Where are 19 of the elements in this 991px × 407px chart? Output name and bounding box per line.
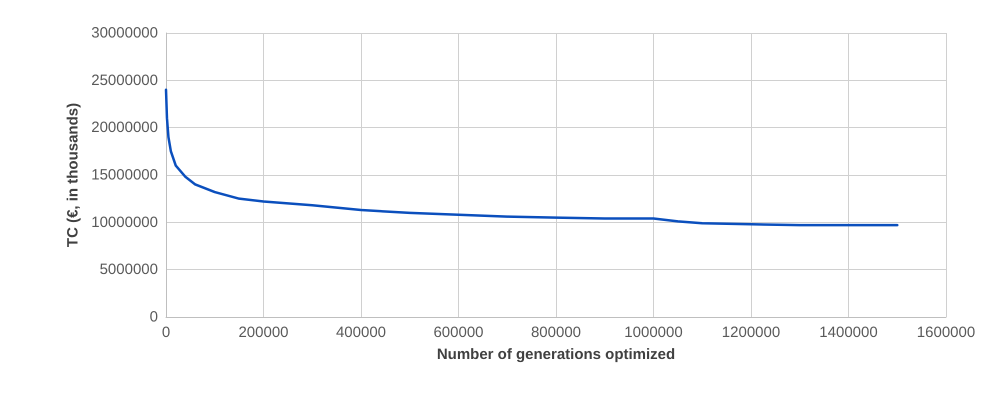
y-tick-label: 10000000 <box>91 214 158 231</box>
y-tick-label: 20000000 <box>91 119 158 136</box>
y-tick-label: 5000000 <box>100 261 158 278</box>
x-tick-label: 600000 <box>433 324 484 341</box>
x-tick-label: 1600000 <box>916 324 976 341</box>
x-tick-label: 1200000 <box>722 324 780 341</box>
x-tick-label: 200000 <box>238 324 289 341</box>
y-axis-title: TC (€, in thousands) <box>64 102 82 248</box>
y-tick-label: 30000000 <box>91 24 158 42</box>
x-tick-label: 0 <box>162 324 170 341</box>
y-tick-label: 0 <box>150 308 158 326</box>
line-series <box>164 88 898 226</box>
x-tick-label: 1400000 <box>819 324 878 341</box>
y-tick-label: 15000000 <box>91 166 158 184</box>
x-tick-label: 400000 <box>336 324 386 341</box>
x-tick-label: 1000000 <box>624 324 683 341</box>
x-axis-title: Number of generations optimized <box>436 346 676 363</box>
x-tick-label: 800000 <box>530 324 582 341</box>
y-tick-label: 25000000 <box>91 72 158 89</box>
